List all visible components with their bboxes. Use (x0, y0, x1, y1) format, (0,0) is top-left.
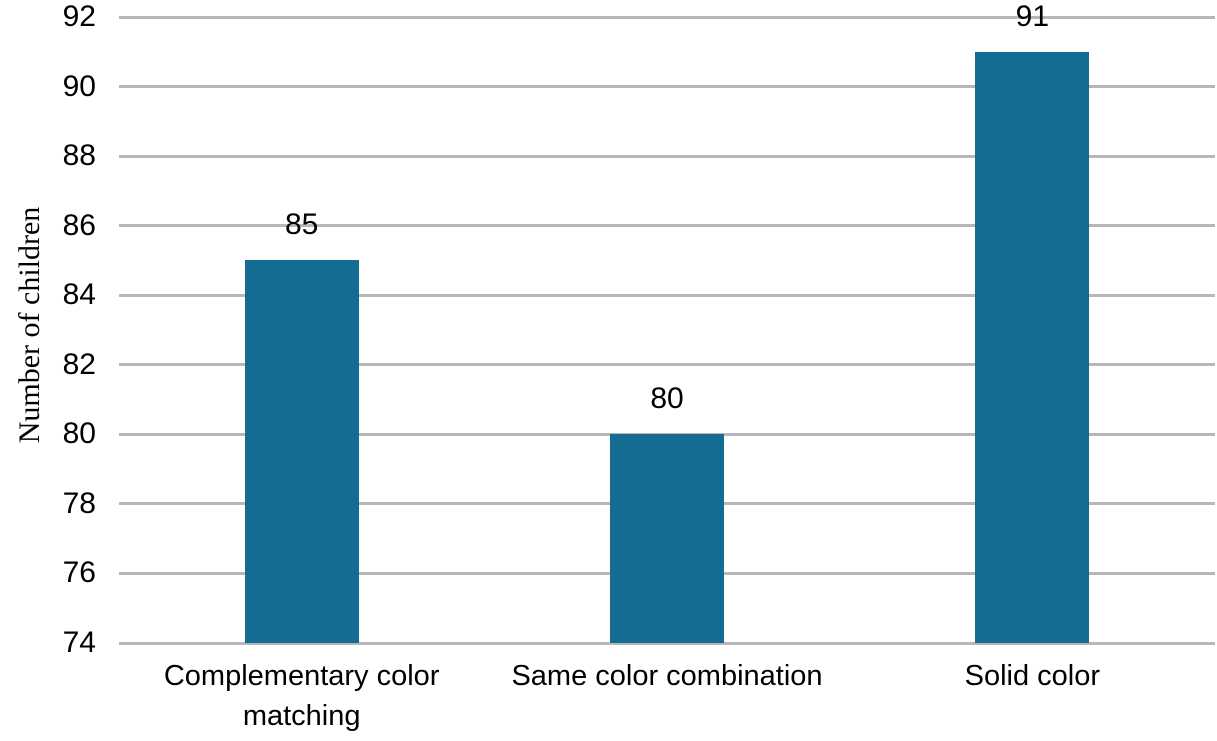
gridline-y-90 (119, 85, 1215, 89)
gridline-y-84 (119, 293, 1215, 297)
gridline-y-88 (119, 154, 1215, 158)
y-tick-label-84: 84 (62, 278, 96, 312)
y-tick-label-86: 86 (62, 208, 96, 242)
x-category-label-2: Same color combination (511, 660, 823, 692)
bar-value-label-1: 85 (284, 208, 319, 242)
bar-1 (244, 260, 359, 643)
y-tick-label-92: 92 (62, 0, 96, 33)
y-tick-label-76: 76 (62, 556, 96, 590)
y-tick-label-88: 88 (62, 139, 96, 173)
gridline-y-82 (119, 363, 1215, 367)
y-tick-label-82: 82 (62, 347, 96, 381)
gridline-y-74 (119, 641, 1215, 645)
y-tick-label-74: 74 (62, 626, 96, 659)
x-category-label-1: Complementary color matching (163, 660, 440, 732)
plot-area: 85 80 91 (119, 0, 1215, 645)
bar-value-label-3: 91 (1015, 0, 1050, 33)
gridline-y-92 (119, 15, 1215, 19)
x-category-label-3: Solid color (964, 660, 1101, 692)
bar-value-label-2: 80 (650, 382, 684, 416)
gridline-y-86 (119, 224, 1215, 228)
bar-3 (975, 51, 1090, 643)
y-tick-label-80: 80 (62, 417, 96, 451)
bar-2 (610, 434, 724, 643)
y-tick-label-78: 78 (62, 486, 96, 520)
y-tick-label-90: 90 (62, 69, 96, 103)
